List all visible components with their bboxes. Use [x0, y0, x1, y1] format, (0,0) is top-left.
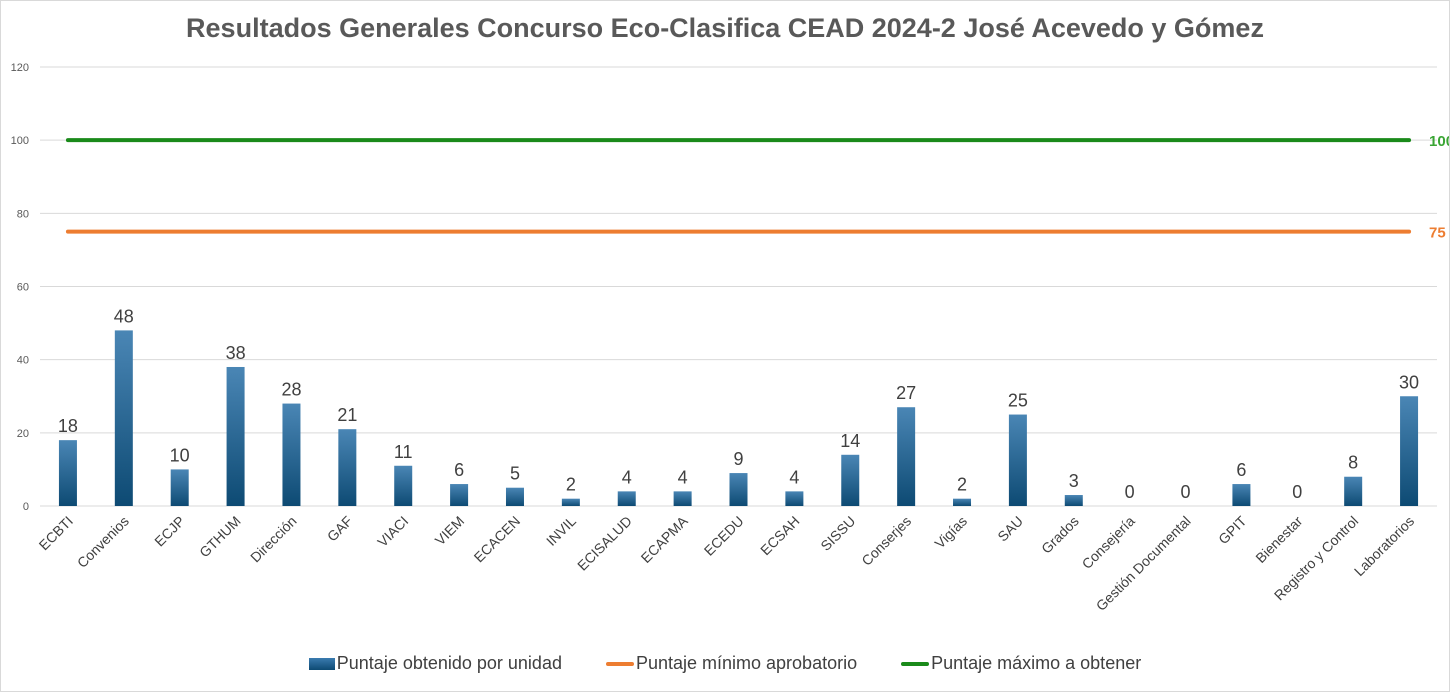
- legend-swatch-max-line: [901, 661, 930, 666]
- x-tick-label: Grados: [1038, 513, 1082, 557]
- bar-data-label: 2: [957, 475, 967, 495]
- x-tick-label: GAF: [324, 513, 356, 545]
- x-tick-label: ECACEN: [471, 513, 524, 566]
- legend-item-max-line: Puntaje máximo a obtener: [901, 653, 1141, 674]
- bar: [394, 465, 413, 506]
- bar-data-label: 4: [622, 467, 632, 487]
- bar-data-label: 14: [840, 431, 860, 451]
- bar-data-label: 30: [1399, 372, 1419, 392]
- chart-plot-area: 02040608010012018ECBTI48Convenios10ECJP3…: [11, 62, 1449, 614]
- legend-label-min-line: Puntaje mínimo aprobatorio: [635, 653, 858, 673]
- bar-data-label: 2: [566, 475, 576, 495]
- legend-swatch-min-line: [605, 661, 634, 666]
- y-tick-label: 100: [11, 135, 29, 147]
- bar-data-label: 4: [678, 467, 688, 487]
- bar-data-label: 8: [1348, 453, 1358, 473]
- legend-item-bars: Puntaje obtenido por unidad: [308, 653, 562, 674]
- bar-data-label: 28: [281, 380, 301, 400]
- bar: [1344, 476, 1363, 506]
- x-tick-label: ECISALUD: [574, 513, 635, 574]
- bar: [170, 469, 189, 506]
- y-tick-label: 0: [23, 501, 29, 513]
- bar: [1064, 495, 1083, 506]
- bar-data-label: 0: [1292, 482, 1302, 502]
- bar-data-label: 21: [337, 405, 357, 425]
- legend-item-min-line: Puntaje mínimo aprobatorio: [605, 653, 858, 674]
- bar: [617, 491, 636, 506]
- bar: [114, 330, 133, 506]
- x-tick-label: SISSU: [817, 513, 858, 554]
- x-tick-label: VIACI: [374, 513, 411, 550]
- x-tick-label: Conserjes: [858, 513, 914, 569]
- x-tick-label: GPIT: [1215, 512, 1250, 547]
- y-tick-label: 120: [11, 62, 29, 74]
- legend-swatch-bars: [308, 657, 335, 670]
- y-tick-label: 80: [17, 208, 29, 220]
- x-tick-label: Laboratorios: [1351, 513, 1417, 579]
- bar: [1232, 484, 1251, 506]
- bar-data-label: 11: [394, 442, 413, 462]
- y-tick-label: 20: [17, 428, 29, 440]
- x-tick-label: Consejería: [1079, 513, 1138, 572]
- x-tick-label: ECAPMA: [638, 512, 692, 566]
- x-tick-label: GTHUM: [196, 513, 244, 561]
- bar: [897, 407, 916, 506]
- bar-data-label: 6: [1236, 460, 1246, 480]
- x-tick-label: Vigías: [931, 513, 970, 552]
- bar-data-label: 5: [510, 464, 520, 484]
- max-score-line-label: 100: [1429, 133, 1449, 150]
- bar: [226, 366, 245, 506]
- bar: [450, 484, 469, 506]
- bar: [729, 473, 748, 506]
- bar-data-label: 25: [1008, 391, 1028, 411]
- bar: [673, 491, 692, 506]
- bar-data-label: 4: [789, 467, 799, 487]
- bar: [505, 487, 524, 506]
- bar: [561, 498, 580, 506]
- x-tick-label: ECEDU: [701, 513, 747, 559]
- chart-legend: Puntaje obtenido por unidad Puntaje míni…: [1, 653, 1449, 674]
- x-tick-label: ECJP: [151, 513, 188, 550]
- bar-data-label: 0: [1181, 482, 1191, 502]
- chart-title: Resultados Generales Concurso Eco-Clasif…: [186, 13, 1264, 43]
- x-tick-label: Bienestar: [1252, 513, 1305, 566]
- bar: [58, 440, 77, 506]
- min-score-line-label: 75: [1429, 225, 1446, 242]
- y-tick-label: 60: [17, 282, 29, 294]
- bar-data-label: 9: [733, 449, 743, 469]
- bar: [953, 498, 972, 506]
- x-tick-label: Gestión Documental: [1093, 513, 1194, 614]
- bar-data-label: 27: [896, 383, 916, 403]
- bar-data-label: 6: [454, 460, 464, 480]
- x-tick-label: Convenios: [74, 513, 132, 571]
- bar-data-label: 0: [1125, 482, 1135, 502]
- y-tick-label: 40: [17, 355, 29, 367]
- bar-data-label: 18: [58, 416, 78, 436]
- bar-data-label: 48: [114, 306, 134, 326]
- x-tick-label: ECBTI: [36, 513, 76, 553]
- bar: [1400, 396, 1419, 506]
- bar-data-label: 3: [1069, 471, 1079, 491]
- bar: [282, 403, 301, 506]
- legend-label-bars: Puntaje obtenido por unidad: [336, 653, 562, 673]
- bar: [785, 491, 804, 506]
- x-tick-label: SAU: [994, 513, 1026, 545]
- bar-data-label: 10: [170, 445, 190, 465]
- x-tick-label: ECSAH: [757, 513, 802, 558]
- bar: [841, 454, 860, 506]
- x-tick-label: Dirección: [247, 513, 300, 566]
- bar: [338, 429, 357, 506]
- x-tick-label: INVIL: [543, 513, 579, 549]
- bar-data-label: 38: [226, 343, 246, 363]
- bar: [1008, 414, 1027, 506]
- legend-label-max-line: Puntaje máximo a obtener: [931, 653, 1142, 673]
- x-tick-label: VIEM: [432, 513, 468, 549]
